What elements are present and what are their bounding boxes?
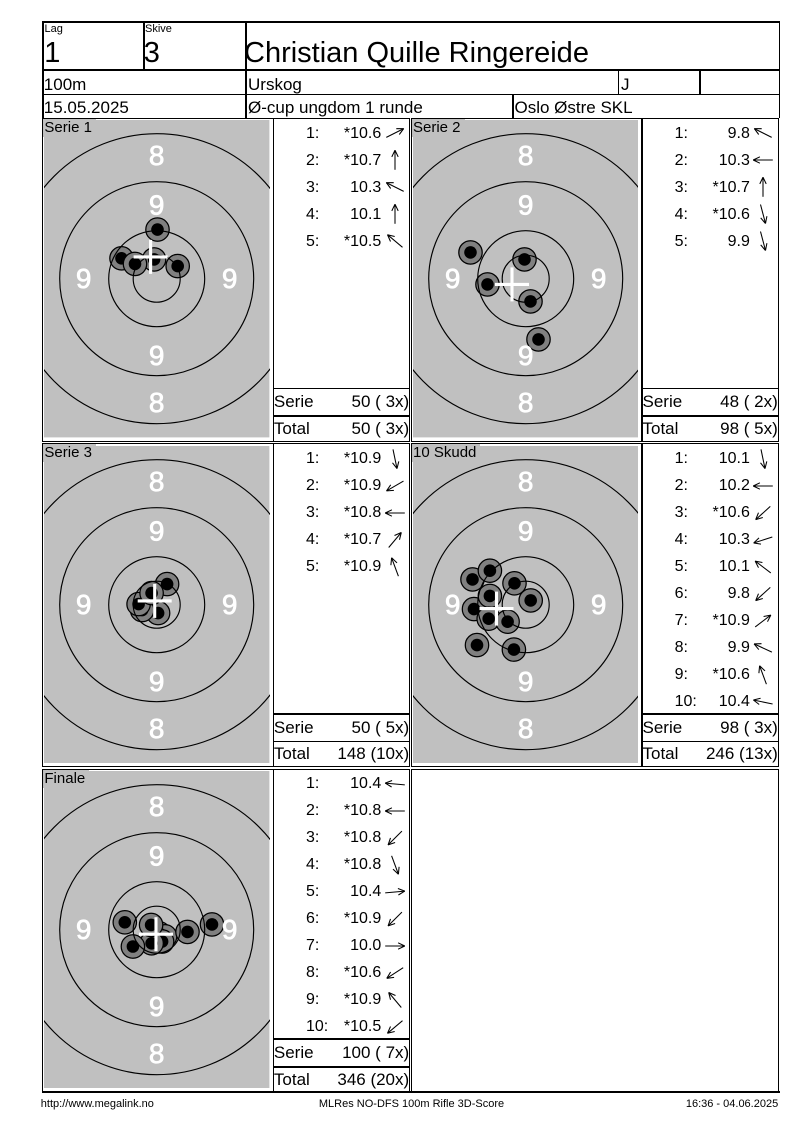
svg-text:9: 9 bbox=[149, 666, 165, 697]
svg-text:9: 9 bbox=[149, 190, 165, 221]
svg-text:8: 8 bbox=[149, 1038, 165, 1069]
svg-text:9: 9 bbox=[518, 341, 534, 372]
svg-text:8: 8 bbox=[518, 140, 534, 171]
svg-text:9: 9 bbox=[222, 914, 238, 945]
svg-text:8: 8 bbox=[149, 466, 165, 497]
svg-text:9: 9 bbox=[518, 190, 534, 221]
svg-text:9: 9 bbox=[76, 264, 92, 295]
svg-text:9: 9 bbox=[222, 589, 238, 620]
svg-text:9: 9 bbox=[445, 589, 461, 620]
svg-text:9: 9 bbox=[76, 589, 92, 620]
svg-text:8: 8 bbox=[149, 140, 165, 171]
svg-text:8: 8 bbox=[518, 713, 534, 744]
svg-text:9: 9 bbox=[149, 515, 165, 546]
svg-text:8: 8 bbox=[149, 791, 165, 822]
svg-text:9: 9 bbox=[76, 914, 92, 945]
svg-text:9: 9 bbox=[149, 341, 165, 372]
svg-text:9: 9 bbox=[149, 991, 165, 1022]
svg-text:9: 9 bbox=[518, 515, 534, 546]
svg-text:9: 9 bbox=[149, 841, 165, 872]
svg-text:9: 9 bbox=[591, 264, 607, 295]
svg-text:8: 8 bbox=[518, 387, 534, 418]
svg-text:8: 8 bbox=[518, 466, 534, 497]
svg-text:8: 8 bbox=[149, 713, 165, 744]
svg-text:9: 9 bbox=[518, 666, 534, 697]
svg-text:9: 9 bbox=[222, 264, 238, 295]
svg-text:8: 8 bbox=[149, 387, 165, 418]
svg-text:9: 9 bbox=[591, 589, 607, 620]
svg-text:9: 9 bbox=[445, 264, 461, 295]
